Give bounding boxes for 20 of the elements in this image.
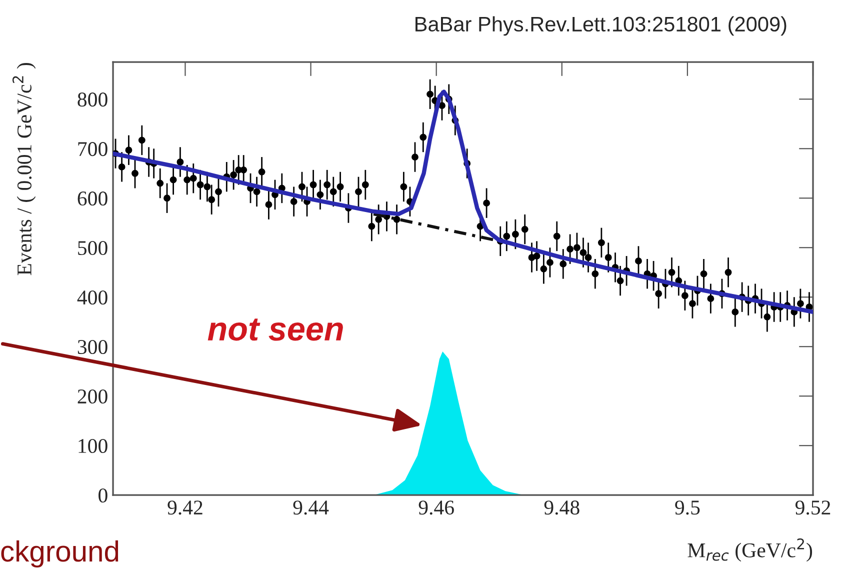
x-tick-label: 9.48 (544, 500, 580, 515)
y-tick-label: 600 (78, 192, 108, 206)
x-tick-label: 9.44 (293, 500, 329, 515)
y-tick-label: 500 (78, 240, 108, 256)
annotation: not seen (208, 318, 343, 341)
x-tick-label: 9.46 (418, 500, 454, 515)
chart-title: BaBar Phys.Rev.Lett.103:251801 (2009) (416, 16, 786, 36)
x-tick-label: 9.5 (675, 500, 700, 515)
y-tick-label: 100 (78, 438, 108, 454)
x-tick-label: 9.42 (168, 500, 202, 515)
y-tick-label: 0 (98, 488, 108, 502)
y-tick-label: 300 (78, 340, 108, 354)
y-tick-label: 400 (77, 290, 108, 305)
text: ckground (1, 540, 118, 568)
y-axis-title: Events / ( 0.001 GeV/c$^{2}$ ) (12, 62, 36, 276)
x-tick-label: 9.52 (795, 500, 830, 515)
y-tick-label: 800 (78, 92, 108, 107)
y-tick-label: 200 (78, 389, 108, 404)
y-tick-label: 700 (78, 142, 108, 156)
x-axis-title: M$_{rec}$ (GeV/c$^{2}$) (688, 538, 812, 562)
